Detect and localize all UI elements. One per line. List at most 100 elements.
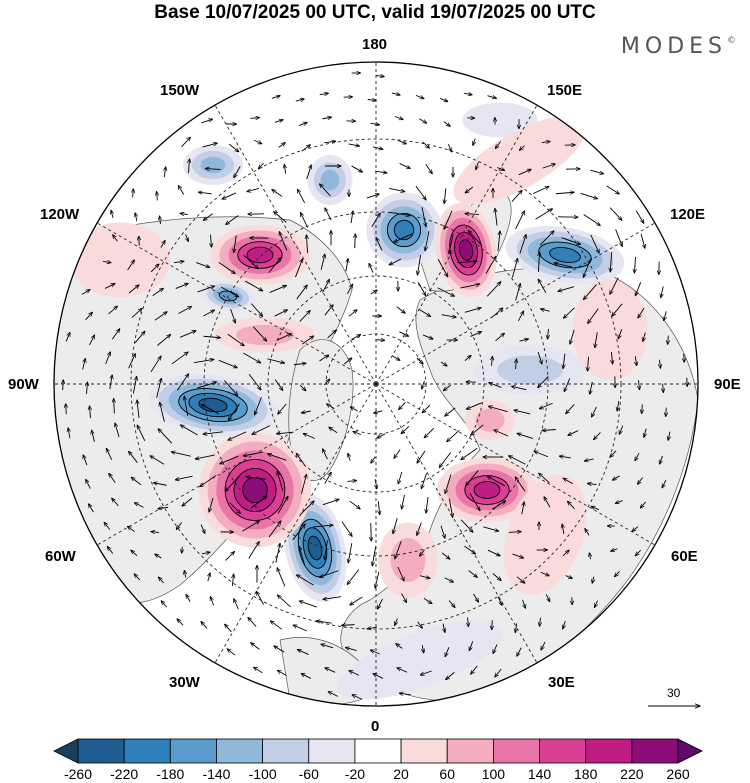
wind-vector — [348, 543, 353, 563]
wind-vector — [271, 96, 280, 99]
wind-vector — [296, 285, 307, 300]
wind-vector — [512, 553, 523, 558]
wind-vector — [518, 169, 531, 176]
colorbar-swatch — [446, 738, 494, 764]
wind-vector — [109, 375, 112, 390]
wind-vector — [250, 496, 267, 509]
wind-vector — [514, 410, 531, 415]
wind-vector — [402, 494, 405, 509]
wind-vector — [112, 498, 119, 507]
wind-vector — [274, 310, 288, 317]
wind-vector — [268, 257, 282, 274]
wind-vector — [394, 116, 403, 119]
wind-vector — [564, 378, 571, 391]
wind-vector — [111, 329, 119, 340]
wind-vector — [466, 402, 482, 409]
wind-vector — [184, 396, 189, 416]
wind-vector — [303, 433, 315, 439]
wind-vector — [284, 164, 285, 174]
wind-vector — [487, 549, 500, 556]
wind-vector — [109, 473, 116, 483]
wind-vector — [218, 261, 235, 273]
wind-vector — [594, 600, 599, 608]
wind-vector — [461, 447, 478, 459]
wind-vector — [558, 286, 575, 292]
wind-vector — [592, 576, 594, 584]
wind-vector — [611, 351, 612, 364]
wind-vector — [176, 522, 183, 530]
lon-label-60e: 60E — [671, 548, 698, 565]
wind-vector — [437, 287, 455, 297]
wind-vector — [224, 380, 237, 396]
wind-vector — [538, 279, 547, 294]
wind-vector — [328, 692, 338, 697]
wind-vector — [251, 643, 260, 650]
wind-vector — [617, 400, 619, 411]
wind-vector — [570, 329, 575, 344]
vector-scale-label: 30 — [667, 686, 681, 700]
wind-vector — [347, 569, 360, 585]
wind-vector — [566, 404, 575, 413]
wind-vector — [113, 235, 118, 242]
wind-vector — [108, 306, 118, 315]
wind-vector — [391, 355, 400, 361]
wind-vector — [661, 286, 664, 297]
wind-vector — [417, 450, 426, 463]
wind-vector — [488, 406, 508, 413]
wind-vector — [634, 256, 635, 273]
wind-vector — [131, 308, 142, 318]
wind-vector — [516, 359, 517, 370]
wind-vector — [297, 189, 306, 204]
wind-vector — [419, 118, 426, 123]
wind-vector — [164, 167, 165, 178]
wind-vector — [65, 333, 70, 342]
wind-vector — [158, 507, 169, 508]
wind-vector — [153, 483, 167, 486]
wind-vector — [464, 308, 481, 313]
wind-vector — [322, 117, 331, 118]
wind-vector — [512, 386, 527, 391]
positive-anomaly — [198, 432, 312, 548]
wind-vector — [250, 118, 260, 119]
wind-vector — [470, 332, 481, 337]
wind-vector — [522, 502, 524, 515]
wind-vector — [201, 119, 212, 124]
anomaly-contour — [235, 324, 295, 346]
wind-vector — [487, 96, 496, 99]
wind-vector — [184, 570, 185, 578]
wind-vector — [594, 432, 601, 439]
wind-vector — [666, 407, 667, 417]
wind-vector — [393, 518, 398, 534]
brand-logo: MODES© — [621, 34, 736, 59]
wind-vector — [591, 506, 600, 511]
wind-vector — [562, 524, 564, 535]
wind-vector — [439, 98, 448, 101]
map-border — [53, 61, 699, 707]
wind-vector — [194, 359, 214, 364]
wind-vector — [370, 290, 377, 295]
wind-vector — [182, 497, 193, 506]
wind-vector — [173, 261, 184, 262]
wind-vector — [178, 186, 185, 195]
wind-vector — [538, 252, 539, 273]
wind-vector — [299, 601, 317, 608]
wind-vector — [517, 433, 534, 440]
wind-vector — [177, 619, 184, 626]
wind-vector — [322, 499, 339, 506]
wind-vector — [155, 554, 162, 559]
wind-vector — [540, 309, 550, 311]
wind-vector — [377, 598, 383, 609]
wind-vector — [352, 695, 363, 700]
wind-vector — [422, 334, 433, 339]
wind-vector — [476, 162, 479, 169]
wind-vector — [161, 601, 168, 608]
wind-vector — [81, 290, 90, 295]
negative-anomaly — [366, 192, 442, 268]
wind-vector — [397, 668, 408, 673]
wind-vector — [347, 481, 356, 482]
wind-vector — [189, 159, 190, 174]
colorbar-swatch — [354, 738, 402, 764]
wind-vector — [517, 311, 523, 322]
wind-vector — [508, 532, 521, 533]
wind-vector — [490, 308, 503, 319]
